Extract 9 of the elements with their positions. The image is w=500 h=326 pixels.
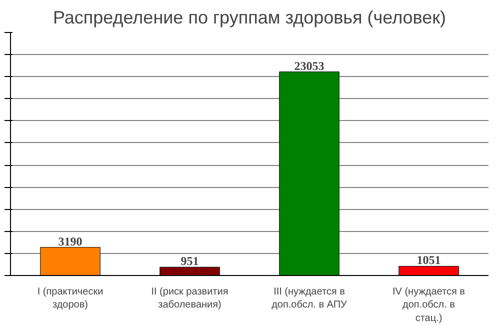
chart-title: Распределение по группам здоровья (человек) [52,8,446,28]
x-tick-label: III (нуждается в доп.обсл. в АПУ [272,286,348,311]
data-label: 23053 [294,58,324,73]
x-tick-label: I (практически здоров) [37,286,104,311]
data-label: 1051 [416,253,441,268]
data-label: 3190 [58,234,82,248]
data-label: 951 [180,254,199,268]
x-tick-label: IV (нуждается в доп.обсл. в стац.) [392,286,465,324]
x-tick-label: II (риск развития заболевания) [151,286,228,311]
